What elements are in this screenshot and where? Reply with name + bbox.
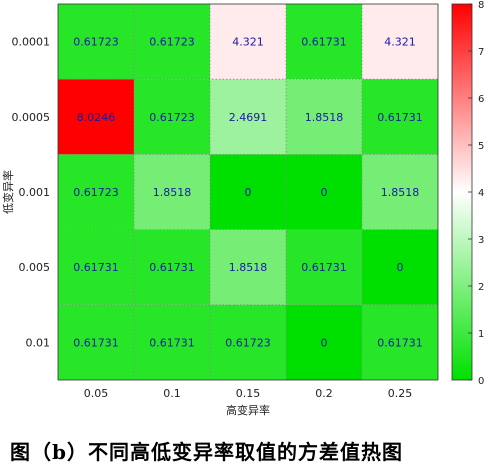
x-tick-label: 0.1	[163, 387, 181, 400]
cell-value-label: 0	[397, 261, 404, 274]
cell-value-label: 1.8518	[305, 111, 344, 124]
heatmap-cell	[362, 4, 438, 80]
heatmap-cell	[362, 229, 438, 305]
colorbar-tick-label: 4	[478, 188, 484, 199]
cell-value-label: 0.61731	[377, 111, 423, 124]
heatmap-cell	[286, 154, 362, 230]
heatmap-cell	[58, 304, 134, 380]
heatmap-cell	[210, 154, 286, 230]
heatmap-chart: 0.61723 0.61723 4.321 0.61731 4.321 8.0246 0.6…	[1, 0, 484, 417]
heatmap-cell	[134, 154, 210, 230]
cell-value-label: 0.61723	[73, 36, 119, 49]
cell-value-label: 0.61731	[149, 261, 195, 274]
colorbar-tick-label: 6	[478, 94, 484, 105]
colorbar-tick-label: 2	[478, 282, 484, 293]
colorbar-tick-label: 5	[478, 141, 484, 152]
cell-value-label: 0	[321, 186, 328, 199]
cell-value-label: 4.321	[232, 36, 264, 49]
heatmap-cell	[210, 4, 286, 80]
figure-caption: 图（b）不同高低变异率取值的方差值热图	[10, 439, 403, 464]
heatmap-cell	[58, 154, 134, 230]
y-tick-label: 0.01	[26, 336, 51, 349]
cell-value-label: 0.61723	[149, 111, 195, 124]
cell-value-label: 0	[321, 336, 328, 349]
cell-value-label: 4.321	[384, 36, 416, 49]
cell-value-label: 0.61731	[301, 36, 347, 49]
heatmap-cell	[362, 304, 438, 380]
cell-value-label: 2.4691	[229, 111, 268, 124]
y-tick-label: 0.005	[19, 261, 51, 274]
colorbar-tick-label: 7	[478, 47, 484, 58]
cell-value-label: 0.61723	[225, 336, 271, 349]
x-tick-label: 0.25	[388, 387, 413, 400]
colorbar-tick-label: 3	[478, 235, 484, 246]
cell-value-label: 8.0246	[77, 111, 116, 124]
heatmap-cell	[134, 304, 210, 380]
plot-frame	[57, 3, 439, 381]
heatmap-cell	[134, 229, 210, 305]
cell-value-label: 0.61723	[73, 186, 119, 199]
y-axis-label: 低变异率	[1, 170, 15, 214]
cell-value-label: 1.8518	[381, 186, 420, 199]
x-tick-label: 0.15	[236, 387, 261, 400]
heatmap-cell	[58, 79, 134, 155]
cell-value-label: 0.61731	[377, 336, 423, 349]
cell-value-label: 0.61731	[73, 261, 119, 274]
colorbar-tick-label: 1	[478, 329, 484, 340]
colorbar-tick-label: 0	[478, 376, 484, 387]
cell-value-label: 0.61731	[301, 261, 347, 274]
heatmap-cell	[58, 229, 134, 305]
x-axis-label: 高变异率	[226, 403, 270, 417]
heatmap-cell	[134, 4, 210, 80]
heatmap-cell	[286, 304, 362, 380]
y-tick-label: 0.0005	[12, 111, 51, 124]
heatmap-cell	[362, 79, 438, 155]
y-tick-label: 0.0001	[12, 36, 51, 49]
heatmap-cell	[362, 154, 438, 230]
heatmap-cell	[286, 229, 362, 305]
x-tick-label: 0.05	[84, 387, 109, 400]
heatmap-cell	[286, 4, 362, 80]
heatmap-cell	[210, 304, 286, 380]
heatmap-cell	[134, 79, 210, 155]
heatmap-cell	[58, 4, 134, 80]
y-tick-label: 0.001	[19, 186, 51, 199]
cell-value-label: 0	[245, 186, 252, 199]
x-tick-label: 0.2	[315, 387, 333, 400]
colorbar-tick-label: 8	[478, 0, 484, 11]
heatmap-cell	[210, 79, 286, 155]
heatmap-cell	[210, 229, 286, 305]
cell-value-label: 0.61731	[73, 336, 119, 349]
cell-value-label: 0.61723	[149, 36, 195, 49]
cell-value-label: 1.8518	[229, 261, 268, 274]
heatmap-cell	[286, 79, 362, 155]
cell-value-label: 0.61731	[149, 336, 195, 349]
cell-value-label: 1.8518	[153, 186, 192, 199]
